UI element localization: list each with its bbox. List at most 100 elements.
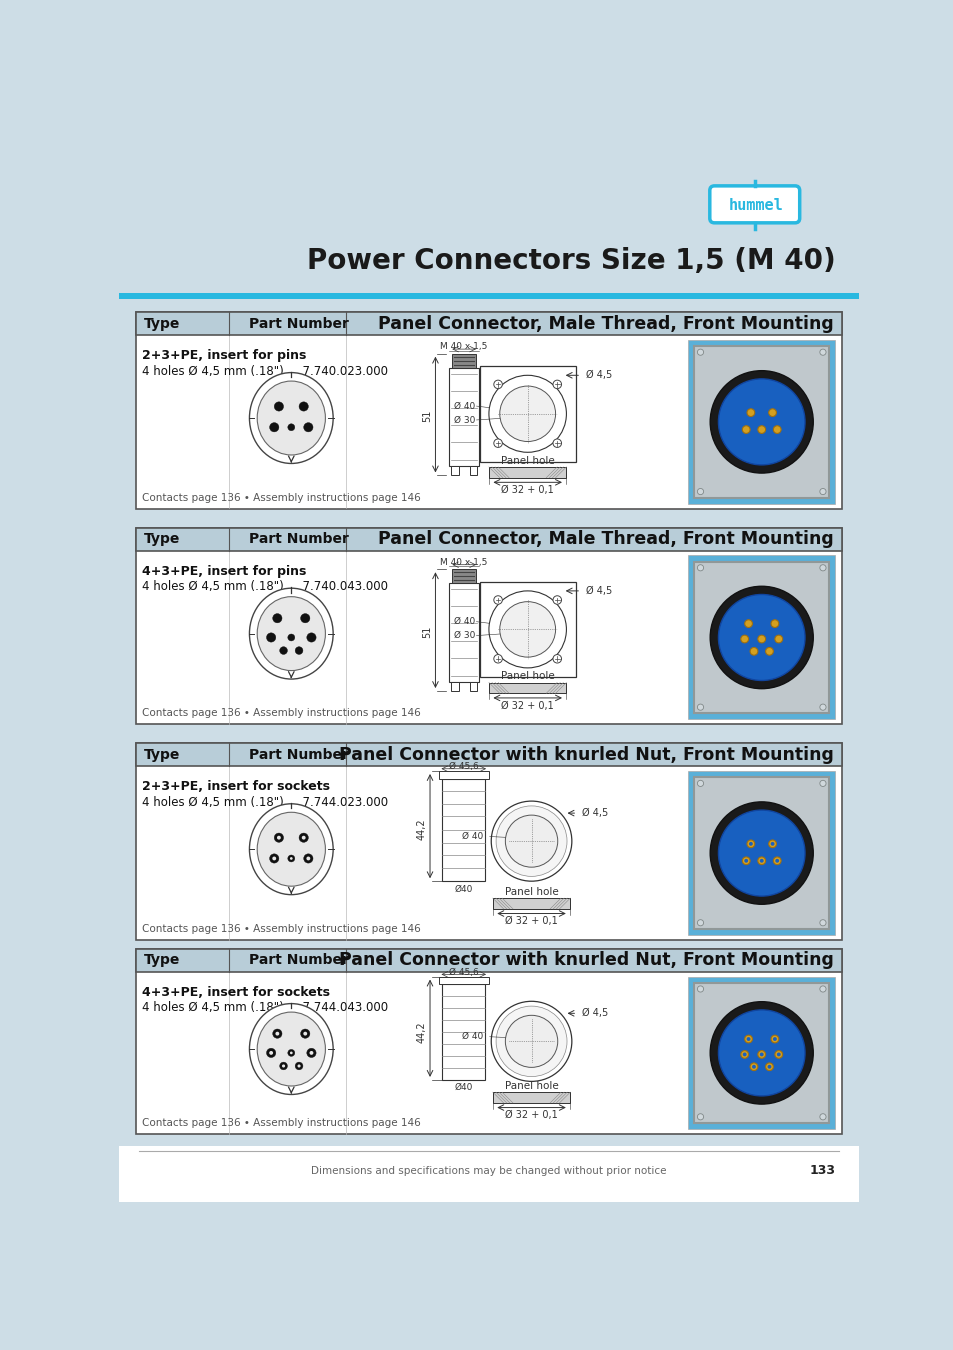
Bar <box>136 312 841 509</box>
Circle shape <box>709 586 812 688</box>
Circle shape <box>718 379 804 464</box>
Text: Panel hole: Panel hole <box>504 1081 558 1091</box>
Text: 51: 51 <box>422 410 432 423</box>
Circle shape <box>553 381 561 389</box>
Circle shape <box>709 802 812 905</box>
Ellipse shape <box>249 1003 333 1095</box>
Bar <box>687 340 835 504</box>
Text: 2+3+PE, insert for pins: 2+3+PE, insert for pins <box>142 350 307 362</box>
Bar <box>119 300 858 1202</box>
Circle shape <box>505 1015 558 1068</box>
Text: Part Number: Part Number <box>249 532 348 547</box>
Circle shape <box>718 810 804 896</box>
Circle shape <box>275 1031 279 1035</box>
Bar <box>488 467 566 478</box>
Circle shape <box>770 620 778 628</box>
Circle shape <box>307 1048 315 1057</box>
Circle shape <box>742 1053 746 1056</box>
Circle shape <box>770 842 774 845</box>
Circle shape <box>488 375 566 452</box>
Circle shape <box>697 350 703 355</box>
Circle shape <box>819 705 825 710</box>
Text: Ø 32 + 0,1: Ø 32 + 0,1 <box>505 1110 558 1120</box>
Text: 51: 51 <box>422 625 432 639</box>
Ellipse shape <box>257 381 325 455</box>
Ellipse shape <box>249 373 333 463</box>
Circle shape <box>697 1114 703 1120</box>
Circle shape <box>553 655 561 663</box>
Circle shape <box>282 1064 285 1068</box>
Circle shape <box>776 1053 780 1056</box>
Text: 44,2: 44,2 <box>416 1022 427 1044</box>
Circle shape <box>297 1064 300 1068</box>
Bar <box>449 367 478 466</box>
Bar <box>451 682 458 691</box>
Bar <box>136 744 841 940</box>
Text: Panel Connector with knurled Nut, Front Mounting: Panel Connector with knurled Nut, Front … <box>338 952 833 969</box>
Circle shape <box>494 381 502 389</box>
Bar <box>119 293 858 300</box>
Text: Dimensions and specifications may be changed without prior notice: Dimensions and specifications may be cha… <box>311 1165 666 1176</box>
Bar <box>136 949 841 972</box>
Circle shape <box>494 595 502 605</box>
Circle shape <box>765 648 773 655</box>
Text: Ø40: Ø40 <box>454 884 473 894</box>
Circle shape <box>300 614 310 622</box>
Circle shape <box>748 842 752 845</box>
Circle shape <box>746 409 754 417</box>
Circle shape <box>303 853 313 863</box>
Circle shape <box>759 1053 762 1056</box>
Bar <box>493 1092 570 1103</box>
Circle shape <box>294 647 303 655</box>
Circle shape <box>757 425 765 433</box>
Text: 4+3+PE, insert for pins: 4+3+PE, insert for pins <box>142 564 307 578</box>
Text: Ø 4,5: Ø 4,5 <box>581 809 608 818</box>
Circle shape <box>279 647 287 655</box>
Circle shape <box>272 856 276 860</box>
Circle shape <box>744 620 752 628</box>
Bar <box>452 354 476 367</box>
Text: Panel hole: Panel hole <box>504 887 558 896</box>
Circle shape <box>697 919 703 926</box>
Circle shape <box>819 564 825 571</box>
Circle shape <box>288 634 294 641</box>
Circle shape <box>819 919 825 926</box>
Bar <box>136 949 841 1134</box>
Circle shape <box>266 1048 275 1057</box>
Text: 4 holes Ø 4,5 mm (.18").....7.740.043.000: 4 holes Ø 4,5 mm (.18").....7.740.043.00… <box>142 580 388 593</box>
Ellipse shape <box>249 589 333 679</box>
Circle shape <box>757 1050 765 1058</box>
Circle shape <box>765 1062 773 1071</box>
Ellipse shape <box>257 813 325 886</box>
Circle shape <box>274 402 283 412</box>
Text: 4 holes Ø 4,5 mm (.18").....7.740.023.000: 4 holes Ø 4,5 mm (.18").....7.740.023.00… <box>142 364 388 378</box>
Circle shape <box>774 634 781 643</box>
Circle shape <box>269 1050 273 1054</box>
Text: Type: Type <box>144 748 180 761</box>
Circle shape <box>768 409 776 417</box>
Circle shape <box>270 853 278 863</box>
Text: Contacts page 136 • Assembly instructions page 146: Contacts page 136 • Assembly instruction… <box>142 923 421 934</box>
Bar <box>687 555 835 720</box>
Text: 4+3+PE, insert for sockets: 4+3+PE, insert for sockets <box>142 986 330 999</box>
Circle shape <box>775 859 779 863</box>
Circle shape <box>746 1037 750 1041</box>
Text: Power Connectors Size 1,5 (M 40): Power Connectors Size 1,5 (M 40) <box>307 247 835 274</box>
Text: Ø 4,5: Ø 4,5 <box>585 370 612 381</box>
Circle shape <box>718 594 804 680</box>
Circle shape <box>743 859 747 863</box>
Circle shape <box>740 634 748 643</box>
Circle shape <box>494 439 502 447</box>
Circle shape <box>496 1006 566 1076</box>
Text: Type: Type <box>144 953 180 968</box>
Text: Contacts page 136 • Assembly instructions page 146: Contacts page 136 • Assembly instruction… <box>142 709 421 718</box>
Circle shape <box>772 1037 776 1041</box>
Circle shape <box>819 489 825 494</box>
Circle shape <box>300 1029 310 1038</box>
Circle shape <box>709 1002 812 1104</box>
Circle shape <box>746 840 754 848</box>
Circle shape <box>494 655 502 663</box>
Circle shape <box>751 1065 755 1069</box>
Circle shape <box>749 1062 757 1071</box>
Circle shape <box>499 386 555 441</box>
